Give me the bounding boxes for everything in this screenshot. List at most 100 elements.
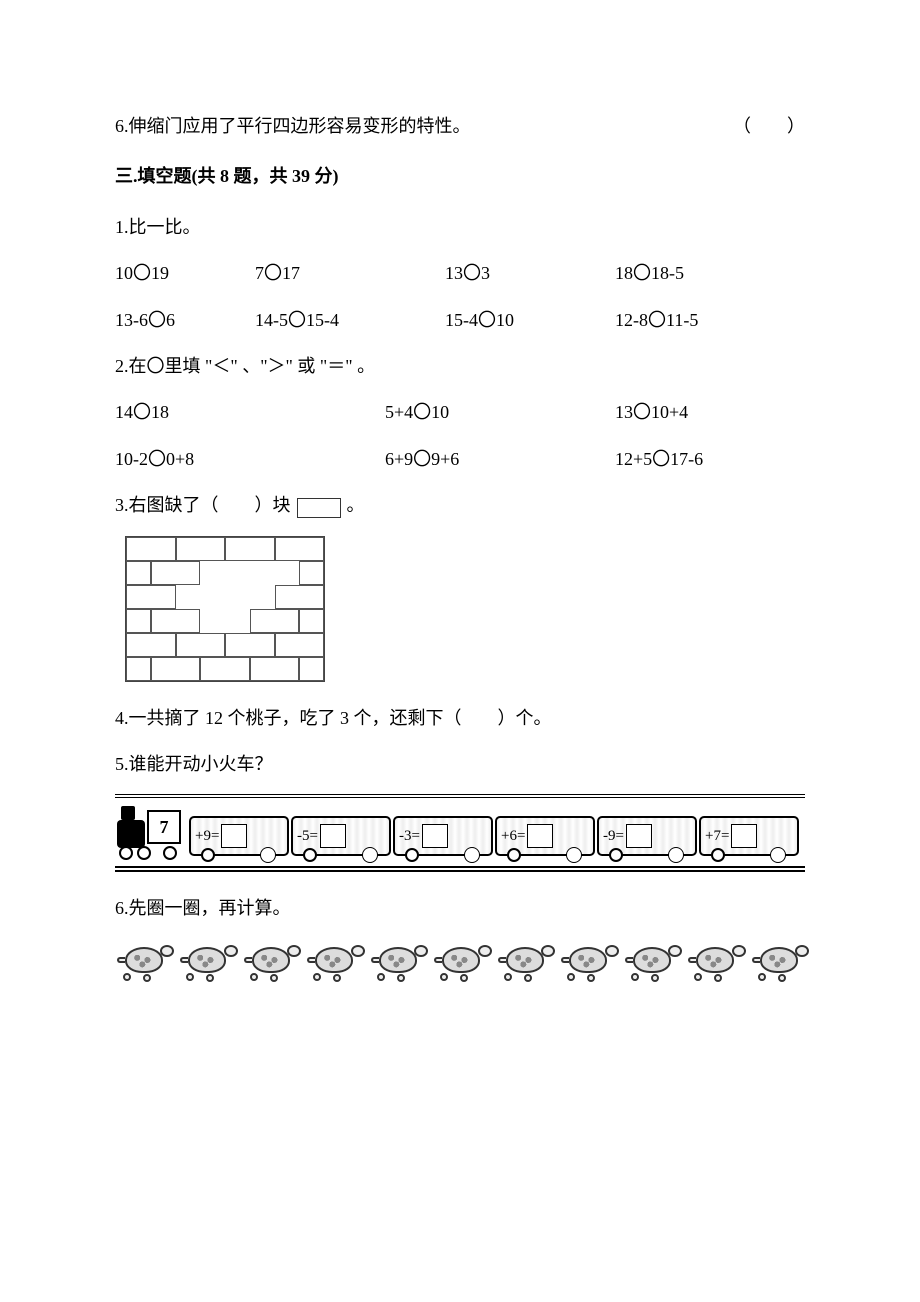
brick <box>299 609 324 633</box>
turtle-shell <box>188 947 226 973</box>
q1-cell[interactable]: 12-8〇11-5 <box>615 304 795 336</box>
turtle-leg <box>524 974 532 982</box>
train-op: -5= <box>297 823 318 850</box>
turtle-leg <box>714 974 722 982</box>
q4-text: 4.一共摘了 12 个桃子，吃了 3 个，还剩下（ ）个。 <box>115 702 805 734</box>
brick-wall-figure <box>125 536 325 682</box>
brick <box>126 537 176 561</box>
turtle-head <box>478 945 492 957</box>
turtle-icon <box>373 939 424 981</box>
turtle-head <box>414 945 428 957</box>
turtle-leg <box>567 973 575 981</box>
q2-cell[interactable]: 12+5〇17-6 <box>615 443 795 475</box>
section-3-title: 三.填空题(共 8 题，共 39 分) <box>115 160 805 192</box>
q2-cell[interactable]: 14〇18 <box>115 396 385 428</box>
answer-box[interactable] <box>731 824 757 848</box>
turtle-shell <box>760 947 798 973</box>
tf-question-6-text: 6.伸缩门应用了平行四边形容易变形的特性。 <box>115 110 471 142</box>
turtle-icon <box>436 939 487 981</box>
tf-question-6-paren[interactable]: （ ） <box>733 110 805 142</box>
q1-cell[interactable]: 13-6〇6 <box>115 304 255 336</box>
brick-row <box>126 537 324 561</box>
turtle-icon <box>690 939 741 981</box>
tf-question-6: 6.伸缩门应用了平行四边形容易变形的特性。 （ ） <box>115 110 805 142</box>
turtle-leg <box>250 973 258 981</box>
train-car: -5= <box>291 816 391 856</box>
turtle-shell <box>252 947 290 973</box>
turtle-row <box>119 939 805 981</box>
q1-cell[interactable]: 7〇17 <box>255 257 445 289</box>
turtle-icon <box>627 939 678 981</box>
turtle-tail <box>561 957 569 963</box>
q1-cell[interactable]: 13〇3 <box>445 257 615 289</box>
turtle-leg <box>313 973 321 981</box>
turtle-icon <box>246 939 297 981</box>
brick <box>200 657 250 681</box>
train-op: +7= <box>705 823 729 850</box>
q1-cell[interactable]: 14-5〇15-4 <box>255 304 445 336</box>
q1-row-2: 13-6〇6 14-5〇15-4 15-4〇10 12-8〇11-5 <box>115 304 805 336</box>
turtle-head <box>351 945 365 957</box>
brick <box>176 633 226 657</box>
turtle-leg <box>123 973 131 981</box>
train-car: +7= <box>699 816 799 856</box>
turtle-shell <box>506 947 544 973</box>
turtle-leg <box>758 973 766 981</box>
q2-cell[interactable]: 10-2〇0+8 <box>115 443 385 475</box>
answer-box[interactable] <box>422 824 448 848</box>
turtle-leg <box>333 974 341 982</box>
turtle-leg <box>440 973 448 981</box>
brick <box>126 561 151 585</box>
answer-box[interactable] <box>320 824 346 848</box>
train-car: -3= <box>393 816 493 856</box>
turtle-tail <box>371 957 379 963</box>
turtle-shell <box>442 947 480 973</box>
turtle-tail <box>434 957 442 963</box>
answer-box[interactable] <box>527 824 553 848</box>
turtle-leg <box>460 974 468 982</box>
brick <box>275 585 325 609</box>
turtle-icon <box>754 939 805 981</box>
turtle-leg <box>778 974 786 982</box>
turtle-tail <box>498 957 506 963</box>
brick-row <box>126 633 324 657</box>
turtle-leg <box>143 974 151 982</box>
q5-text: 5.谁能开动小火车？ <box>115 748 805 780</box>
brick <box>126 657 151 681</box>
train-op: +6= <box>501 823 525 850</box>
answer-box[interactable] <box>626 824 652 848</box>
train-op: -9= <box>603 823 624 850</box>
brick-hole <box>250 561 300 585</box>
turtle-head <box>541 945 555 957</box>
turtle-shell <box>125 947 163 973</box>
q1-cell[interactable]: 18〇18-5 <box>615 257 795 289</box>
q1-cell[interactable]: 10〇19 <box>115 257 255 289</box>
turtle-head <box>160 945 174 957</box>
train-figure: 7 +9=-5=-3=+6=-9=+7= <box>115 794 805 872</box>
brick <box>225 537 275 561</box>
brick <box>250 657 300 681</box>
brick <box>151 609 201 633</box>
turtle-tail <box>752 957 760 963</box>
turtle-icon <box>119 939 170 981</box>
q2-cell[interactable]: 6+9〇9+6 <box>385 443 615 475</box>
turtle-tail <box>688 957 696 963</box>
wheel-icon <box>119 846 133 860</box>
train-op: +9= <box>195 823 219 850</box>
q3-suffix: 。 <box>347 489 365 521</box>
train-car: +6= <box>495 816 595 856</box>
q2-prompt: 2.在〇里填 "＜" 、"＞" 或 "＝" 。 <box>115 350 805 382</box>
turtle-shell <box>569 947 607 973</box>
wheel-icon <box>163 846 177 860</box>
q2-row-1: 14〇18 5+4〇10 13〇10+4 <box>115 396 805 428</box>
turtle-tail <box>625 957 633 963</box>
q2-cell[interactable]: 13〇10+4 <box>615 396 795 428</box>
turtle-shell <box>315 947 353 973</box>
brick-row <box>126 561 324 585</box>
q2-cell[interactable]: 5+4〇10 <box>385 396 615 428</box>
q1-cell[interactable]: 15-4〇10 <box>445 304 615 336</box>
turtle-icon <box>563 939 614 981</box>
brick <box>151 561 201 585</box>
turtle-tail <box>307 957 315 963</box>
answer-box[interactable] <box>221 824 247 848</box>
